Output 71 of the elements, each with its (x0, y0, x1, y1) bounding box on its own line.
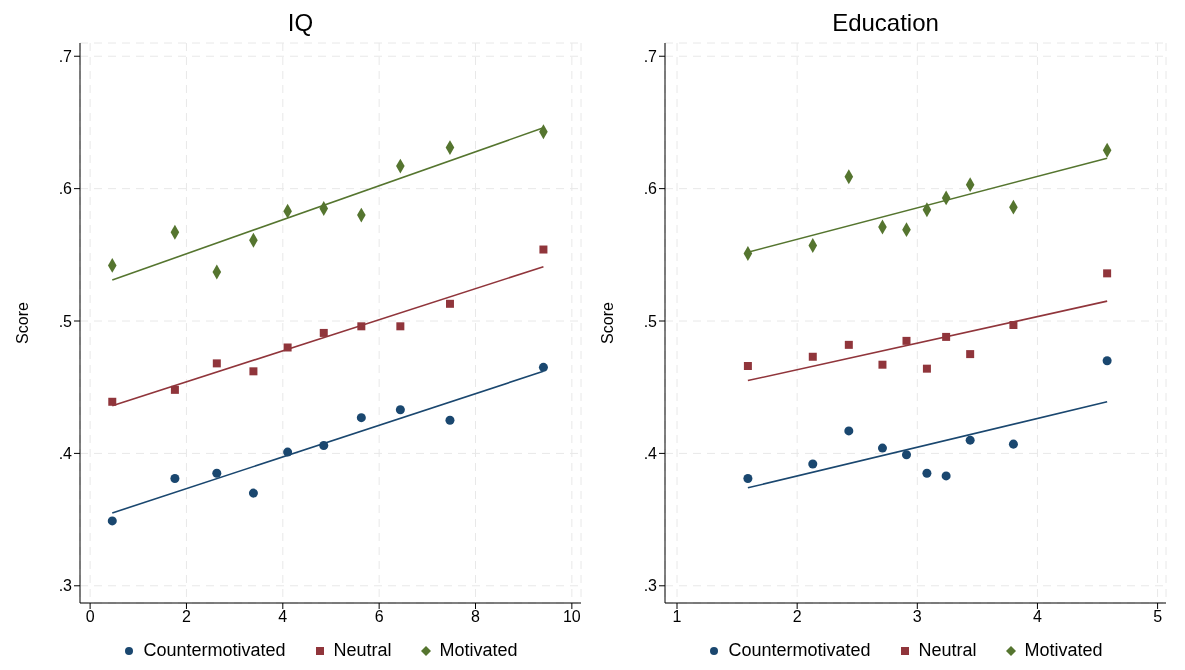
point (283, 343, 292, 352)
point (445, 299, 454, 308)
point (1103, 269, 1112, 278)
x-tick-label: 4 (278, 608, 288, 626)
x-tick-label: 0 (85, 608, 95, 626)
point (743, 474, 753, 484)
point (319, 328, 328, 337)
y-axis-title: Score (13, 302, 31, 344)
legend-label: Countermotivated (728, 640, 871, 661)
chart-title: IQ (286, 8, 315, 38)
point (1008, 439, 1018, 449)
point (877, 443, 887, 453)
y-tick-label: .6 (58, 180, 73, 198)
y-tick-label: .3 (643, 577, 658, 595)
point (844, 340, 853, 349)
point (107, 516, 117, 526)
y-tick-label: .5 (58, 312, 73, 330)
legend-label: Motivated (439, 640, 518, 661)
legend-label: Motivated (1024, 640, 1103, 661)
point (319, 440, 329, 450)
point (922, 364, 931, 373)
point (356, 413, 366, 423)
point (901, 450, 911, 460)
point (966, 350, 975, 359)
point (965, 435, 975, 445)
y-tick-label: .6 (643, 180, 658, 198)
legend-label: Neutral (333, 640, 392, 661)
point (922, 468, 932, 478)
point (212, 468, 222, 478)
x-tick-label: 1 (672, 608, 682, 626)
y-tick-label: .7 (58, 47, 73, 65)
x-tick-label: 10 (562, 608, 581, 626)
x-tick-label: 5 (1153, 608, 1163, 626)
point (170, 474, 180, 484)
x-tick-label: 8 (471, 608, 481, 626)
point (539, 245, 548, 254)
x-tick-label: 4 (1032, 608, 1042, 626)
point (212, 359, 221, 368)
y-tick-label: .4 (58, 445, 73, 463)
point (878, 360, 887, 369)
point (357, 322, 366, 331)
point (1102, 356, 1112, 366)
x-tick-label: 3 (912, 608, 922, 626)
point (170, 385, 179, 394)
point (808, 352, 817, 361)
point (108, 397, 117, 406)
legend-label: Countermotivated (143, 640, 286, 661)
point (445, 415, 455, 425)
x-tick-label: 2 (182, 608, 192, 626)
point (248, 488, 258, 498)
x-tick-label: 6 (374, 608, 384, 626)
y-axis-title: Score (598, 302, 616, 344)
legend-label: Neutral (918, 640, 977, 661)
point (942, 332, 951, 341)
point (743, 362, 752, 371)
point (395, 405, 405, 415)
point (283, 447, 293, 457)
y-tick-label: .4 (643, 445, 658, 463)
point (941, 471, 951, 481)
x-tick-label: 2 (792, 608, 802, 626)
point (1009, 320, 1018, 329)
point (902, 336, 911, 345)
chart-title: Education (831, 8, 940, 38)
point (249, 367, 258, 376)
y-tick-label: .3 (58, 577, 73, 595)
point (538, 362, 548, 372)
point (396, 322, 405, 331)
y-tick-label: .7 (643, 47, 658, 65)
point (808, 459, 818, 469)
point (844, 426, 854, 436)
y-tick-label: .5 (643, 312, 658, 330)
